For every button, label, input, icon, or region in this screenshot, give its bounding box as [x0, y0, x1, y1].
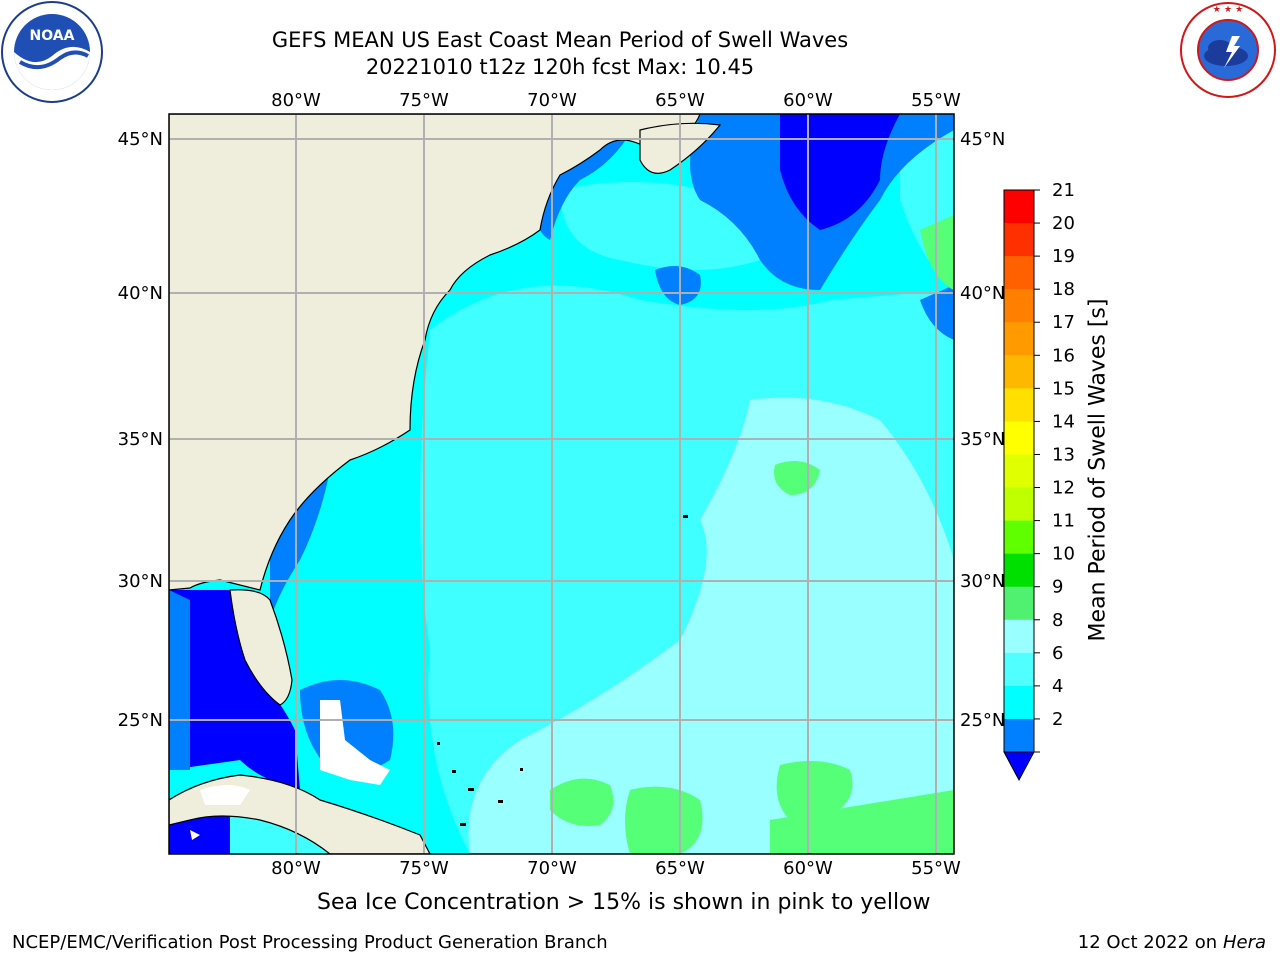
lat-label-left: 30°N	[118, 571, 163, 592]
lon-label-top: 60°W	[783, 90, 833, 111]
colorbar-swatch	[1004, 322, 1034, 356]
colorbar-label: Mean Period of Swell Waves [s]	[1085, 298, 1111, 642]
lat-label-left: 25°N	[118, 710, 163, 731]
title-line-1: GEFS MEAN US East Coast Mean Period of S…	[271, 28, 849, 52]
lon-label-bottom: 70°W	[527, 858, 577, 879]
colorbar-tick-label: 15	[1052, 378, 1075, 399]
lat-label-right: 40°N	[960, 283, 1005, 304]
colorbar-swatch	[1004, 256, 1034, 290]
lon-label-bottom: 60°W	[783, 858, 833, 879]
lon-label-top: 75°W	[399, 90, 449, 111]
colorbar: 21 20 19 18 17 16 15 14 13 12 11 10 9 8 6 4 2	[1003, 180, 1075, 782]
colorbar-tick-label: 16	[1052, 345, 1075, 366]
lat-label-left: 35°N	[118, 429, 163, 450]
lat-label-left: 40°N	[118, 283, 163, 304]
map-frame	[168, 113, 955, 855]
footer-credit: NCEP/EMC/Verification Post Processing Pr…	[12, 932, 608, 953]
colorbar-frame	[1003, 189, 1035, 753]
lon-label-top: 55°W	[911, 90, 961, 111]
colorbar-under-arrow	[1003, 751, 1035, 782]
svg-text:★ ★ ★: ★ ★ ★	[1213, 5, 1243, 15]
colorbar-swatch	[1004, 454, 1034, 489]
colorbar-swatch	[1004, 289, 1034, 323]
colorbar-tick-label: 19	[1052, 246, 1075, 267]
colorbar-swatch	[1004, 487, 1034, 522]
footer-host: Hera	[1222, 932, 1266, 953]
noaa-logo: NOAA	[1, 1, 103, 103]
colorbar-swatch	[1004, 421, 1034, 455]
colorbar-tick-label: 18	[1052, 279, 1075, 300]
lat-label-left: 45°N	[118, 129, 163, 150]
lon-label-top: 70°W	[527, 90, 577, 111]
colorbar-tick-label: 12	[1052, 478, 1075, 499]
footer-date: 12 Oct 2022 on Hera	[1078, 932, 1266, 953]
colorbar-tick-label: 14	[1052, 411, 1075, 432]
lon-label-top: 65°W	[655, 90, 705, 111]
colorbar-swatch	[1004, 652, 1034, 687]
lon-label-top: 80°W	[271, 90, 321, 111]
lon-label-bottom: 80°W	[271, 858, 321, 879]
colorbar-swatch	[1004, 619, 1034, 654]
lon-label-bottom: 75°W	[399, 858, 449, 879]
footer-date-text: 12 Oct 2022 on	[1077, 932, 1223, 953]
sea-ice-note: Sea Ice Concentration > 15% is shown in …	[317, 890, 931, 915]
title-line-2: 20221010 t12z 120h fcst Max: 10.45	[365, 55, 755, 79]
lat-label-right: 35°N	[960, 429, 1005, 450]
colorbar-tick-label: 21	[1052, 180, 1075, 201]
colorbar-swatch	[1004, 685, 1034, 720]
colorbar-swatch	[1004, 223, 1034, 257]
nws-logo: ★ ★ ★	[1180, 2, 1276, 98]
colorbar-tick-label: 13	[1052, 444, 1075, 465]
colorbar-tick-label: 11	[1052, 511, 1075, 532]
colorbar-tick-label: 6	[1052, 643, 1063, 664]
graticule	[169, 114, 954, 854]
lon-label-bottom: 65°W	[655, 858, 705, 879]
colorbar-swatch	[1004, 718, 1034, 753]
colorbar-swatch	[1004, 520, 1034, 555]
lat-label-right: 30°N	[960, 571, 1005, 592]
colorbar-tick-label: 10	[1052, 544, 1075, 565]
colorbar-swatch	[1004, 190, 1034, 224]
colorbar-tick-label: 2	[1052, 709, 1063, 730]
colorbar-tick-label: 20	[1052, 213, 1075, 234]
lat-label-right: 45°N	[960, 129, 1005, 150]
colorbar-tick-label: 8	[1052, 610, 1063, 631]
lon-label-bottom: 55°W	[911, 858, 961, 879]
colorbar-tick-label: 9	[1052, 577, 1063, 598]
noaa-logo-text: NOAA	[30, 28, 75, 44]
colorbar-swatch	[1004, 553, 1034, 588]
colorbar-swatch	[1004, 388, 1034, 422]
map-panel	[169, 114, 954, 854]
colorbar-tick-label: 4	[1052, 676, 1063, 697]
colorbar-swatch	[1004, 355, 1034, 389]
lat-label-right: 25°N	[960, 710, 1005, 731]
colorbar-swatch	[1004, 586, 1034, 621]
colorbar-tick-label: 17	[1052, 312, 1075, 333]
